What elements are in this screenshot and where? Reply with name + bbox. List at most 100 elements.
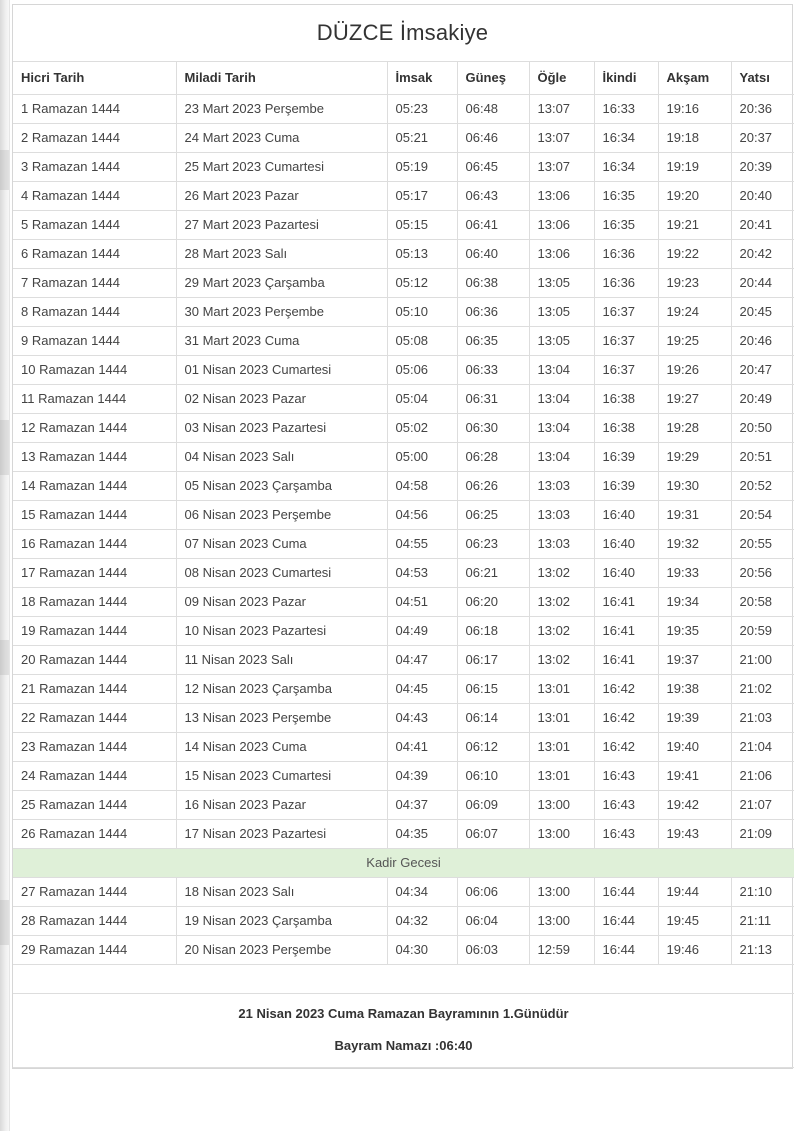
table-cell: 13:04 (528, 354, 595, 385)
table-cell: 05:06 (386, 354, 458, 385)
table-cell: 19:38 (657, 673, 732, 704)
table-cell: 06:09 (456, 789, 530, 820)
table-cell: 20 Nisan 2023 Perşembe (175, 934, 388, 965)
table-cell: 16:44 (593, 905, 659, 936)
bayram-announcement: 21 Nisan 2023 Cuma Ramazan Bayramının 1.… (238, 1005, 569, 1021)
table-cell: 29 Mart 2023 Çarşamba (175, 267, 388, 298)
table-cell: 19:46 (657, 934, 732, 965)
table-cell: 04:47 (386, 644, 458, 675)
table-cell: 16:37 (593, 354, 659, 385)
table-cell: 13 Nisan 2023 Perşembe (175, 702, 388, 733)
table-cell: 13:06 (528, 238, 595, 269)
table-cell: 2 Ramazan 1444 (13, 122, 177, 153)
bayram-namazi-time: Bayram Namazı :06:40 (334, 1037, 473, 1053)
table-cell: 21:07 (730, 789, 794, 820)
table-cell: 13:00 (528, 789, 595, 820)
table-cell: 28 Mart 2023 Salı (175, 238, 388, 269)
table-cell: 20:44 (730, 267, 794, 298)
table-cell: 19:20 (657, 180, 732, 211)
table-cell: 19:27 (657, 383, 732, 414)
table-cell: 23 Ramazan 1444 (13, 731, 177, 762)
spacer-row (13, 963, 794, 994)
table-cell: 16:41 (593, 644, 659, 675)
table-cell: 21:03 (730, 702, 794, 733)
table-cell: 13:00 (528, 818, 595, 849)
table-cell: 19:41 (657, 760, 732, 791)
table-row: 19 Ramazan 1444 10 Nisan 2023 Pazartesi 04… (13, 615, 794, 646)
table-cell: 05:23 (386, 93, 458, 124)
table-cell: 16 Ramazan 1444 (13, 528, 177, 559)
table-cell: 16:41 (593, 586, 659, 617)
table-row: 14 Ramazan 1444 05 Nisan 2023 Çarşamba 04:… (13, 470, 794, 501)
table-row: 3 Ramazan 1444 25 Mart 2023 Cumartesi 05:1… (13, 151, 794, 182)
table-cell: 19:22 (657, 238, 732, 269)
table-cell: 06:33 (456, 354, 530, 385)
table-cell: 28 Ramazan 1444 (13, 905, 177, 936)
table-row: 12 Ramazan 1444 03 Nisan 2023 Pazartesi 05… (13, 412, 794, 443)
table-cell: 06:14 (456, 702, 530, 733)
table-cell: 19:40 (657, 731, 732, 762)
table-cell: 6 Ramazan 1444 (13, 238, 177, 269)
table-cell: 21:06 (730, 760, 794, 791)
table-cell: 19:33 (657, 557, 732, 588)
table-row: 9 Ramazan 1444 31 Mart 2023 Cuma 05:08 06:3… (13, 325, 794, 356)
table-row: 18 Ramazan 1444 09 Nisan 2023 Pazar 04:51 0… (13, 586, 794, 617)
table-cell: 05:15 (386, 209, 458, 240)
table-cell: 06:04 (456, 905, 530, 936)
table-cell: 19:26 (657, 354, 732, 385)
table-cell: 31 Mart 2023 Cuma (175, 325, 388, 356)
table-cell: 16:35 (593, 180, 659, 211)
table-cell: 05:02 (386, 412, 458, 443)
table-cell: 16:40 (593, 557, 659, 588)
edge-strip-band (0, 640, 9, 675)
page-title: DÜZCE İmsakiye (316, 20, 489, 45)
table-cell: 19:21 (657, 209, 732, 240)
table-row: 8 Ramazan 1444 30 Mart 2023 Perşembe 05:10… (13, 296, 794, 327)
table-cell: 17 Ramazan 1444 (13, 557, 177, 588)
table-cell: 18 Ramazan 1444 (13, 586, 177, 617)
table-cell: 20:58 (730, 586, 794, 617)
table-cell: 13:03 (528, 470, 595, 501)
table-cell: 16:39 (593, 470, 659, 501)
header-ogle: Öğle (528, 62, 595, 95)
table-cell: 04:34 (386, 876, 458, 907)
table-cell: 13:07 (528, 122, 595, 153)
table-cell: 04:49 (386, 615, 458, 646)
table-cell: 19:25 (657, 325, 732, 356)
table-cell: 16:34 (593, 122, 659, 153)
table-cell: 04:37 (386, 789, 458, 820)
table-cell: 19:28 (657, 412, 732, 443)
table-cell: 19:44 (657, 876, 732, 907)
table-cell: 06:41 (456, 209, 530, 240)
table-cell: 20:47 (730, 354, 794, 385)
table-cell: 16:36 (593, 238, 659, 269)
table-cell: 22 Ramazan 1444 (13, 702, 177, 733)
table-cell: 13:05 (528, 325, 595, 356)
table-cell: 19:42 (657, 789, 732, 820)
table-cell: 06:17 (456, 644, 530, 675)
table-row: 24 Ramazan 1444 15 Nisan 2023 Cumartesi 04… (13, 760, 794, 791)
table-header-row: Hicri Tarih Miladi Tarih İmsak Güneş Öğl… (13, 62, 794, 95)
table-cell: 30 Mart 2023 Perşembe (175, 296, 388, 327)
table-cell: 13:01 (528, 760, 595, 791)
table-cell: 13:02 (528, 586, 595, 617)
table-cell: 13:05 (528, 267, 595, 298)
table-cell: 25 Mart 2023 Cumartesi (175, 151, 388, 182)
table-cell: 16:41 (593, 615, 659, 646)
table-cell: 06:25 (456, 499, 530, 530)
table-cell: 04:55 (386, 528, 458, 559)
table-row: 7 Ramazan 1444 29 Mart 2023 Çarşamba 05:12… (13, 267, 794, 298)
table-cell: 04:51 (386, 586, 458, 617)
table-cell: 13:04 (528, 383, 595, 414)
table-cell: 06 Nisan 2023 Perşembe (175, 499, 388, 530)
table-cell: 05:21 (386, 122, 458, 153)
table-cell: 16:39 (593, 441, 659, 472)
table-cell: 12 Nisan 2023 Çarşamba (175, 673, 388, 704)
table-cell: 20:39 (730, 151, 794, 182)
header-ikindi: İkindi (593, 62, 659, 95)
table-row: 23 Ramazan 1444 14 Nisan 2023 Cuma 04:41 06… (13, 731, 794, 762)
table-cell: 26 Mart 2023 Pazar (175, 180, 388, 211)
table-cell: 04:43 (386, 702, 458, 733)
table-cell: 01 Nisan 2023 Cumartesi (175, 354, 388, 385)
table-cell: 05:12 (386, 267, 458, 298)
